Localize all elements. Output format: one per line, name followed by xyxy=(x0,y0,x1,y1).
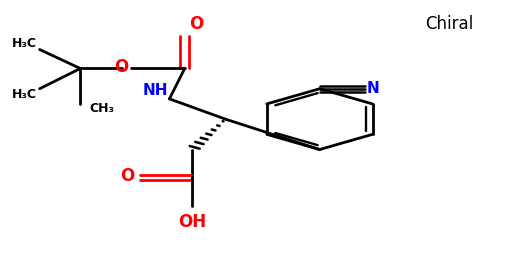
Text: O: O xyxy=(114,58,128,76)
Text: NH: NH xyxy=(142,83,168,98)
Text: O: O xyxy=(120,167,135,185)
Text: CH₃: CH₃ xyxy=(90,102,115,115)
Text: N: N xyxy=(367,81,380,96)
Text: H₃C: H₃C xyxy=(12,37,37,50)
Text: Chiral: Chiral xyxy=(425,15,474,33)
Text: H₃C: H₃C xyxy=(12,88,37,101)
Text: OH: OH xyxy=(178,213,206,231)
Text: O: O xyxy=(189,15,203,33)
